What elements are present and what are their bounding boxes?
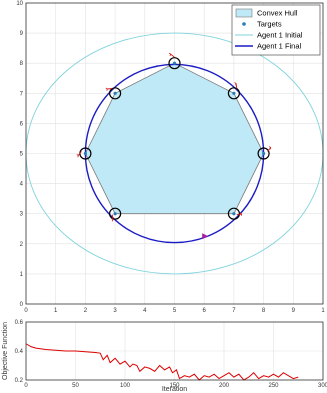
target-point: [105, 87, 122, 100]
target-ring: [227, 207, 240, 220]
x-tick-label: 7: [232, 308, 236, 314]
target-ring: [168, 57, 181, 70]
target-point: [257, 146, 272, 160]
y-tick-label: 6: [20, 121, 24, 127]
x-tick-label: 1: [54, 308, 58, 314]
x-tick-label: 0: [24, 308, 28, 314]
targets: [76, 52, 272, 222]
gradient-arrowhead: [76, 154, 79, 158]
x-tick-label: 9: [292, 308, 296, 314]
objective-series-line: [25, 343, 299, 381]
x-tick-label: 1: [321, 308, 325, 314]
y-tick-label: 0: [20, 302, 24, 308]
obj-y-tick-label: 0.6: [15, 320, 24, 326]
gradient-arrowhead: [234, 82, 237, 86]
objective-plot: 0 50 100 150 200 250 300 0.2 0.4 0.6 Iteration Ob…: [2, 320, 327, 393]
target-point: [227, 82, 240, 100]
obj-x-tick-label: 200: [219, 383, 230, 389]
obj-x-tick-label: 0: [24, 383, 28, 389]
target-dot: [172, 61, 177, 65]
target-point: [168, 52, 181, 70]
legend-entry: Agent 1 Final: [235, 42, 302, 51]
legend-entry: Convex Hull: [235, 8, 298, 18]
objective-axes-frame: [25, 321, 324, 381]
y-tick-label: 5: [20, 152, 24, 158]
obj-y-tick-label: 0.4: [15, 349, 24, 355]
legend-label: Agent 1 Final: [257, 42, 302, 51]
gradient-arrowhead: [105, 87, 108, 91]
legend-swatch-targets: [242, 22, 246, 26]
gradient-arrow: [111, 214, 114, 220]
main-axes-frame: [25, 2, 324, 305]
target-ring: [108, 87, 122, 100]
gradient-arrow: [77, 151, 82, 156]
x-tick-label: 3: [113, 308, 117, 314]
gradient-arrowhead: [168, 52, 172, 56]
gradient-arrowhead: [239, 212, 243, 216]
legend-label: Agent 1 Initial: [257, 31, 303, 40]
gradient-arrow: [170, 53, 175, 58]
legend-swatch-hull: [235, 8, 253, 18]
obj-x-tick-label: 250: [268, 383, 279, 389]
x-tick-label: 6: [203, 308, 207, 314]
y-tick-label: 4: [20, 182, 24, 188]
y-tick-label: 3: [20, 212, 24, 218]
y-tick-label: 9: [20, 31, 24, 37]
y-tick-label: 10: [16, 1, 23, 7]
x-tick-label: 2: [84, 308, 88, 314]
obj-x-tick-label: 300: [318, 383, 327, 389]
agent-marker: [202, 233, 209, 240]
y-tick-label: 8: [20, 61, 24, 67]
gradient-arrow: [107, 88, 113, 90]
objective-x-axis-label: Iteration: [162, 386, 187, 393]
obj-x-tick-label: 50: [72, 383, 79, 389]
objective-ticks: 0 50 100 150 200 250 300 0.2 0.4 0.6: [15, 320, 327, 389]
obj-x-tick-label: 100: [120, 383, 131, 389]
target-dot: [262, 151, 266, 156]
target-ring: [108, 207, 122, 220]
target-point: [227, 207, 243, 220]
legend-label: Convex Hull: [257, 9, 298, 18]
convex-hull: [84, 62, 265, 215]
y-tick-label: 7: [20, 91, 24, 97]
x-tick-label: 4: [143, 308, 147, 314]
y-tick-label: 2: [20, 242, 24, 248]
legend: Convex Hull Targets Agent 1 Initial Agent 1…: [231, 4, 321, 56]
target-dot: [83, 151, 87, 156]
x-tick-label: 5: [173, 308, 177, 314]
legend-entry: Targets: [242, 20, 282, 29]
obj-y-tick-label: 0.2: [15, 378, 24, 384]
target-ring: [257, 147, 270, 160]
gradient-arrowhead: [268, 146, 272, 150]
target-point: [76, 147, 92, 160]
legend-entry: Agent 1 Initial: [235, 31, 303, 40]
target-dot: [232, 91, 236, 95]
target-point: [108, 207, 122, 222]
obj-x-tick-label: 150: [169, 383, 180, 389]
agent-position-marker: [202, 233, 209, 240]
x-tick-label: 8: [262, 308, 266, 314]
legend-label: Targets: [257, 20, 282, 29]
target-dot: [232, 212, 236, 216]
y-tick-label: 1: [20, 272, 24, 278]
gradient-arrowhead: [111, 218, 114, 222]
target-dot: [113, 212, 117, 216]
target-ring: [227, 87, 240, 100]
gradient-arrow: [236, 213, 242, 215]
target-dot: [113, 91, 117, 95]
objective-y-axis-label: Objective Function: [2, 322, 9, 380]
